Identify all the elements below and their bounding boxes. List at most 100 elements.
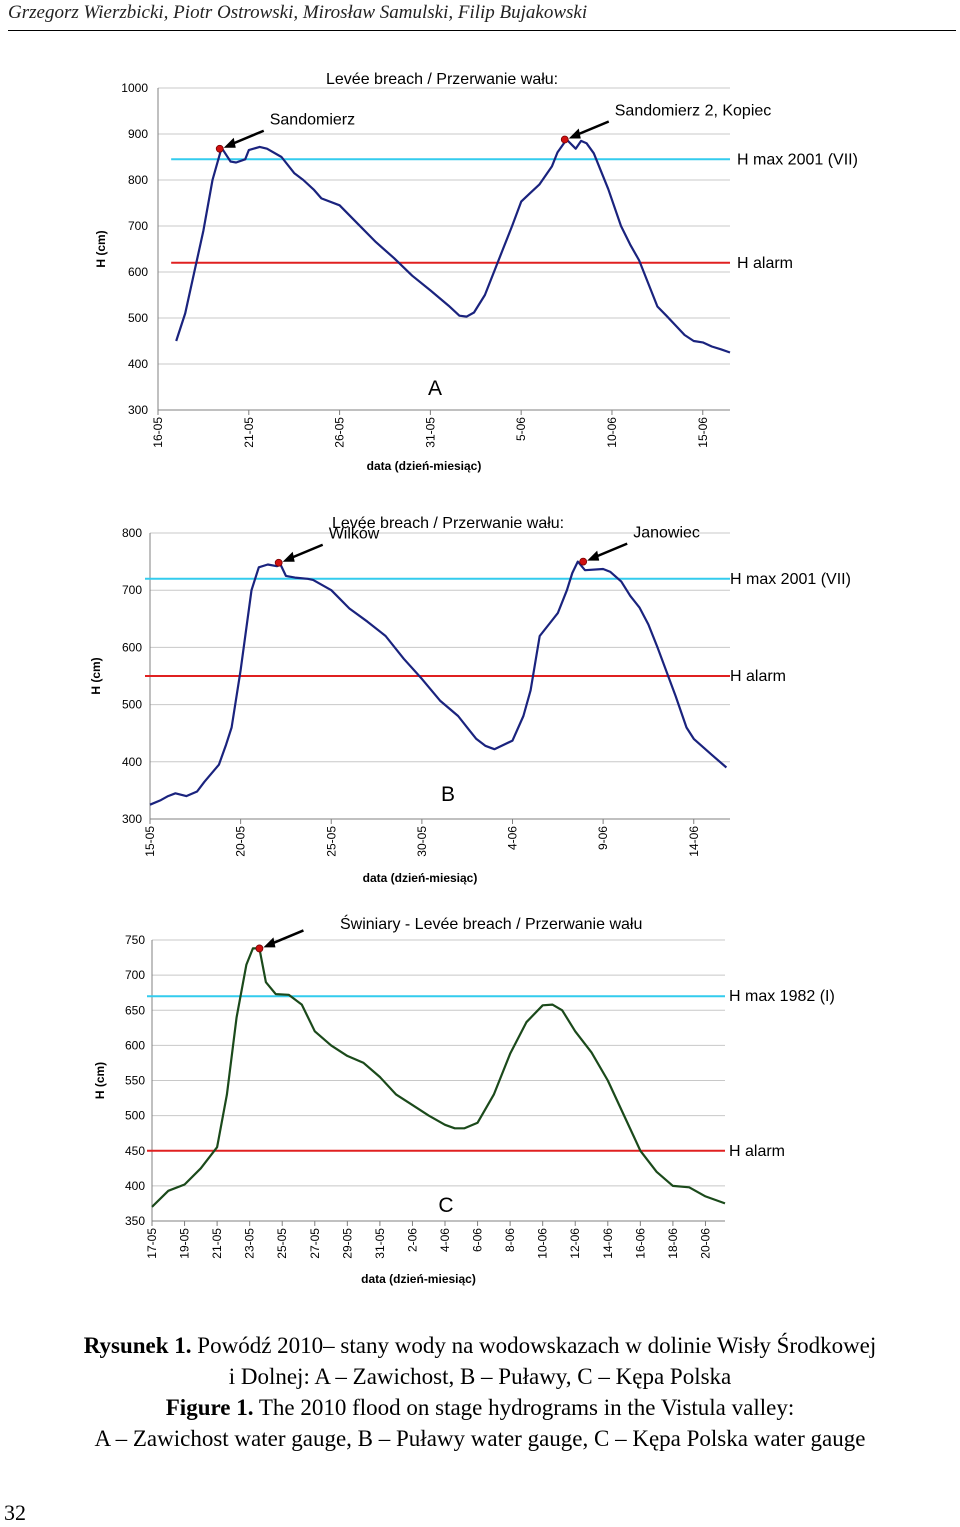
breach-point xyxy=(560,135,569,144)
x-tick-label: 27-05 xyxy=(308,1228,322,1259)
y-tick-label: 650 xyxy=(125,1003,145,1017)
caption-pl-line-1: Rysunek 1. Powódź 2010– stany wody na wo… xyxy=(0,1330,960,1361)
y-tick-label: 600 xyxy=(125,1038,145,1052)
breach-point xyxy=(274,558,283,567)
x-tick-label: 16-05 xyxy=(151,417,165,448)
y-tick-label: 350 xyxy=(125,1214,145,1228)
x-tick-label: 12-06 xyxy=(568,1228,582,1259)
x-tick-label: 29-05 xyxy=(340,1228,354,1259)
x-tick-label: 16-06 xyxy=(633,1228,647,1259)
y-tick-label: 500 xyxy=(122,698,142,712)
breach-point-label: Sandomierz 2, Kopiec xyxy=(615,103,772,120)
y-tick-label: 800 xyxy=(122,526,142,540)
panel-letter: B xyxy=(441,783,455,806)
x-tick-label: 4-06 xyxy=(506,826,520,850)
caption-en-line-2: A – Zawichost water gauge, B – Puławy wa… xyxy=(94,1426,866,1451)
reference-line-label: H max 1982 (I) xyxy=(729,988,835,1005)
x-tick-label: 14-06 xyxy=(601,1228,615,1259)
y-axis-title: H (cm) xyxy=(93,1062,107,1099)
annotation-title: Levée breach / Przerwanie wału: xyxy=(326,71,558,88)
reference-line-label: H alarm xyxy=(730,668,786,685)
breach-point xyxy=(255,944,264,953)
x-tick-label: 31-05 xyxy=(423,417,437,448)
breach-point xyxy=(579,557,588,566)
y-tick-label: 450 xyxy=(125,1144,145,1158)
annotation-arrow-head xyxy=(568,128,581,139)
y-tick-label: 1000 xyxy=(121,81,148,95)
annotation-arrow-head xyxy=(263,937,276,948)
x-tick-label: 9-06 xyxy=(596,826,610,850)
y-tick-label: 800 xyxy=(128,173,148,187)
x-tick-label: 17-05 xyxy=(145,1228,159,1259)
reference-line-label: H alarm xyxy=(729,1143,785,1160)
x-tick-label: 5-06 xyxy=(514,417,528,441)
annotation-title: Świniary - Levée breach / Przerwanie wał… xyxy=(340,914,642,933)
y-tick-label: 700 xyxy=(125,968,145,982)
y-tick-label: 500 xyxy=(125,1109,145,1123)
reference-line-label: H alarm xyxy=(737,255,793,272)
y-tick-label: 750 xyxy=(125,933,145,947)
reference-line-label: H max 2001 (VII) xyxy=(737,151,858,168)
y-tick-label: 300 xyxy=(128,403,148,417)
breach-point xyxy=(215,144,224,153)
reference-line-label: H max 2001 (VII) xyxy=(730,571,851,588)
y-axis-title: H (cm) xyxy=(94,230,108,267)
caption-pl-label: Rysunek 1. xyxy=(83,1333,192,1358)
caption-en-line-1: Figure 1. The 2010 flood on stage hydrog… xyxy=(0,1392,960,1423)
y-tick-label: 600 xyxy=(128,265,148,279)
y-tick-label: 400 xyxy=(128,357,148,371)
x-tick-label: 4-06 xyxy=(438,1228,452,1252)
x-axis-title: data (dzień-miesiąc) xyxy=(361,1272,476,1286)
y-tick-label: 900 xyxy=(128,127,148,141)
series-line xyxy=(151,947,726,1208)
x-tick-label: 21-05 xyxy=(210,1228,224,1259)
x-tick-label: 25-05 xyxy=(275,1228,289,1259)
x-tick-label: 23-05 xyxy=(243,1228,257,1259)
y-tick-label: 500 xyxy=(128,311,148,325)
x-tick-label: 30-05 xyxy=(415,826,429,857)
x-tick-label: 8-06 xyxy=(503,1228,517,1252)
page-number: 32 xyxy=(4,1500,26,1525)
chart-c-kepa-polska: 350 400 450 500 550 600 650 700 750 H (cm) 17-05 19… xyxy=(93,914,835,1286)
y-tick-label: 700 xyxy=(122,583,142,597)
x-tick-label: 19-05 xyxy=(178,1228,192,1259)
x-tick-label: 10-06 xyxy=(536,1228,550,1259)
x-tick-label: 31-05 xyxy=(373,1228,387,1259)
y-tick-label: 550 xyxy=(125,1074,145,1088)
x-tick-label: 14-06 xyxy=(687,826,701,857)
annotation-title: Levée breach / Przerwanie wału: xyxy=(332,515,564,532)
x-axis-title: data (dzień-miesiąc) xyxy=(363,871,478,885)
x-tick-label: 21-05 xyxy=(242,417,256,448)
running-header: Grzegorz Wierzbicki, Piotr Ostrowski, Mi… xyxy=(8,0,956,31)
breach-point-label: Sandomierz xyxy=(270,112,355,129)
caption-pl-text-1: Powódź 2010– stany wody na wodowskazach … xyxy=(191,1333,877,1358)
y-tick-label: 700 xyxy=(128,219,148,233)
caption-en-label: Figure 1. xyxy=(165,1395,254,1420)
annotation-arrow-head xyxy=(282,551,295,562)
chart-a-zawichost: 300 400 500 600 700 800 900 1000 H (cm) 16-05 21-0… xyxy=(94,71,858,473)
authors-line: Grzegorz Wierzbicki, Piotr Ostrowski, Mi… xyxy=(8,2,588,23)
series-line xyxy=(175,138,731,354)
x-tick-label: 15-06 xyxy=(696,417,710,448)
y-axis-title: H (cm) xyxy=(89,657,103,694)
figure-caption: Rysunek 1. Powódź 2010– stany wody na wo… xyxy=(0,1330,960,1454)
breach-point-label: Wilków xyxy=(329,526,380,543)
series-line xyxy=(149,560,728,806)
breach-point-label: Janowiec xyxy=(633,525,700,542)
x-axis-title: data (dzień-miesiąc) xyxy=(367,459,482,473)
chart-b-pulawy: 300 400 500 600 700 800 H (cm) 15-05 20-05 25-05 3… xyxy=(89,515,851,885)
x-tick-label: 15-05 xyxy=(143,826,157,857)
y-tick-label: 600 xyxy=(122,640,142,654)
x-tick-label: 10-06 xyxy=(605,417,619,448)
x-tick-label: 2-06 xyxy=(405,1228,419,1252)
caption-en-text-1: The 2010 flood on stage hydrograms in th… xyxy=(253,1395,795,1420)
panel-letter: A xyxy=(428,377,442,400)
x-tick-label: 6-06 xyxy=(471,1228,485,1252)
panel-letter: C xyxy=(438,1194,453,1217)
y-tick-label: 400 xyxy=(125,1179,145,1193)
x-tick-label: 25-05 xyxy=(324,826,338,857)
x-tick-label: 18-06 xyxy=(666,1228,680,1259)
y-tick-label: 300 xyxy=(122,812,142,826)
x-tick-label: 20-06 xyxy=(698,1228,712,1259)
x-tick-label: 20-05 xyxy=(234,826,248,857)
